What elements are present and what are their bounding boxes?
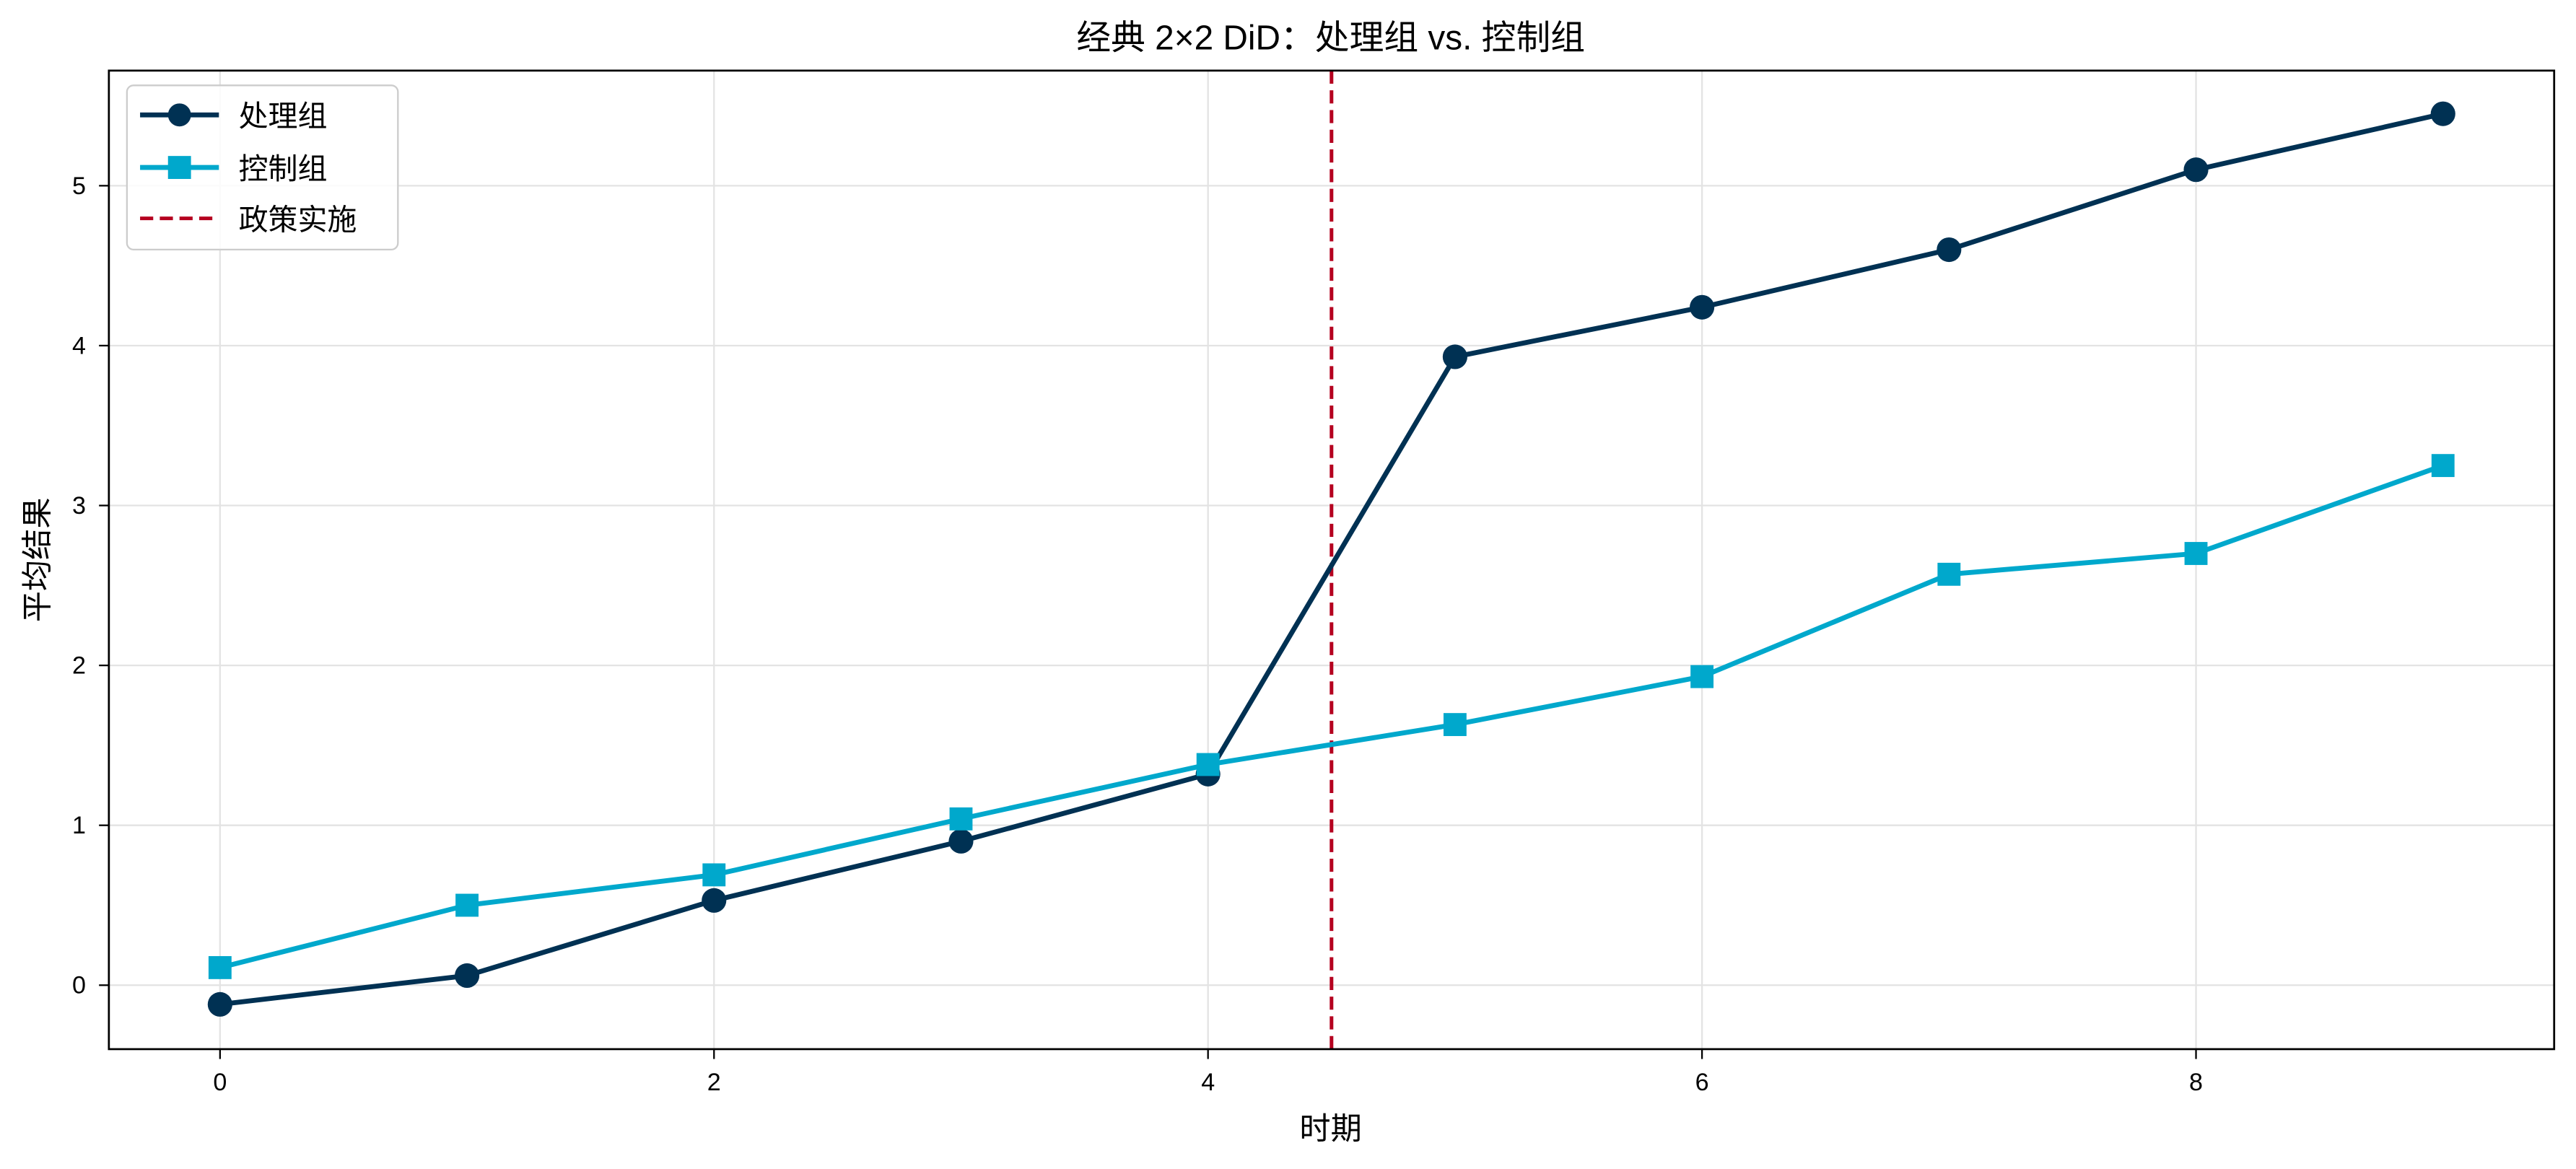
ticks: 0 2 4 6 8 0 1 2 3 4 5 [72,172,2203,1096]
x-tick-label: 4 [1201,1069,1215,1096]
legend-policy-label: 政策实施 [239,203,357,237]
x-axis-label: 时期 [1299,1112,1361,1147]
control-point [702,863,726,887]
control-point [1937,562,1961,586]
x-tick-label: 6 [1695,1069,1709,1096]
plot-frame [108,69,2556,1051]
y-tick-label: 0 [72,972,86,999]
control-point [455,893,479,917]
y-tick-label: 5 [72,172,86,200]
control-point [2431,454,2455,478]
series-group [207,101,2455,1017]
treatment-point [1442,344,1467,369]
treatment-point [2430,101,2455,126]
x-tick-label: 8 [2189,1069,2203,1096]
x-tick-label: 0 [213,1069,227,1096]
legend-box [126,84,399,250]
treatment-point [948,828,974,854]
treatment-point [1937,237,1962,263]
treatment-point [454,963,480,989]
series-line-control [219,463,2444,971]
x-tick-label: 2 [707,1069,721,1096]
control-point [1196,753,1220,776]
treatment-point [1690,294,1715,320]
y-tick-label: 3 [72,492,86,520]
series-line-treatment [219,111,2444,1007]
legend-treatment-label: 处理组 [239,100,328,133]
chart-title: 经典 2×2 DiD：处理组 vs. 控制组 [1076,19,1585,57]
y-tick-label: 2 [72,652,86,679]
legend-treatment-marker [167,103,191,127]
control-point [949,807,973,831]
y-tick-label: 4 [72,332,86,359]
control-point [1443,713,1467,737]
treatment-point [2183,157,2209,183]
control-point [208,955,232,979]
y-tick-label: 1 [72,812,86,839]
legend-control-label: 控制组 [239,152,328,185]
treatment-point [702,888,727,913]
legend-control-marker [167,156,191,180]
control-point [2184,542,2208,565]
treatment-point [207,991,232,1017]
y-axis-label: 平均结果 [21,497,56,622]
control-point [1690,665,1714,688]
legend: 处理组 控制组 政策实施 [126,84,399,250]
